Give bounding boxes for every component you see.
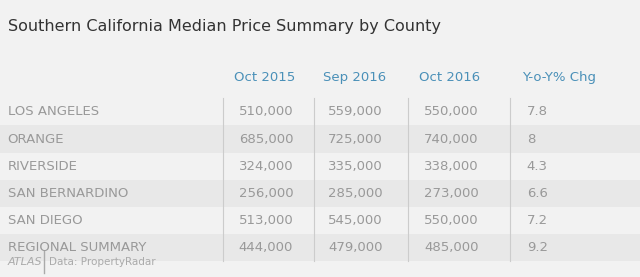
Text: ATLAS: ATLAS [8, 257, 42, 267]
Text: 513,000: 513,000 [239, 214, 294, 227]
Text: SAN DIEGO: SAN DIEGO [8, 214, 83, 227]
Text: ORANGE: ORANGE [8, 133, 64, 145]
Text: 545,000: 545,000 [328, 214, 383, 227]
Text: 285,000: 285,000 [328, 187, 383, 200]
Text: 559,000: 559,000 [328, 106, 383, 118]
Text: 510,000: 510,000 [239, 106, 293, 118]
Text: 9.2: 9.2 [527, 241, 548, 254]
Text: 324,000: 324,000 [239, 160, 293, 173]
Text: RIVERSIDE: RIVERSIDE [8, 160, 77, 173]
Text: 685,000: 685,000 [239, 133, 293, 145]
Text: 7.8: 7.8 [527, 106, 548, 118]
FancyBboxPatch shape [0, 234, 640, 261]
Text: Sep 2016: Sep 2016 [323, 71, 387, 84]
Text: Southern California Median Price Summary by County: Southern California Median Price Summary… [8, 19, 441, 34]
Text: 338,000: 338,000 [424, 160, 479, 173]
Text: Data: PropertyRadar: Data: PropertyRadar [49, 257, 156, 267]
Text: 740,000: 740,000 [424, 133, 479, 145]
Text: 273,000: 273,000 [424, 187, 479, 200]
Text: 485,000: 485,000 [424, 241, 479, 254]
Text: 6.6: 6.6 [527, 187, 548, 200]
Text: REGIONAL SUMMARY: REGIONAL SUMMARY [8, 241, 146, 254]
Text: 444,000: 444,000 [239, 241, 293, 254]
Text: 335,000: 335,000 [328, 160, 383, 173]
Text: Oct 2016: Oct 2016 [419, 71, 481, 84]
FancyBboxPatch shape [0, 180, 640, 207]
Text: 256,000: 256,000 [239, 187, 293, 200]
Text: Oct 2015: Oct 2015 [234, 71, 295, 84]
Text: 8: 8 [527, 133, 535, 145]
Text: 550,000: 550,000 [424, 214, 479, 227]
FancyBboxPatch shape [0, 125, 640, 153]
Text: 725,000: 725,000 [328, 133, 383, 145]
Text: 550,000: 550,000 [424, 106, 479, 118]
Text: Y-o-Y% Chg: Y-o-Y% Chg [522, 71, 596, 84]
Text: SAN BERNARDINO: SAN BERNARDINO [8, 187, 128, 200]
Text: 7.2: 7.2 [527, 214, 548, 227]
Text: 479,000: 479,000 [328, 241, 383, 254]
Text: 4.3: 4.3 [527, 160, 548, 173]
Text: LOS ANGELES: LOS ANGELES [8, 106, 99, 118]
